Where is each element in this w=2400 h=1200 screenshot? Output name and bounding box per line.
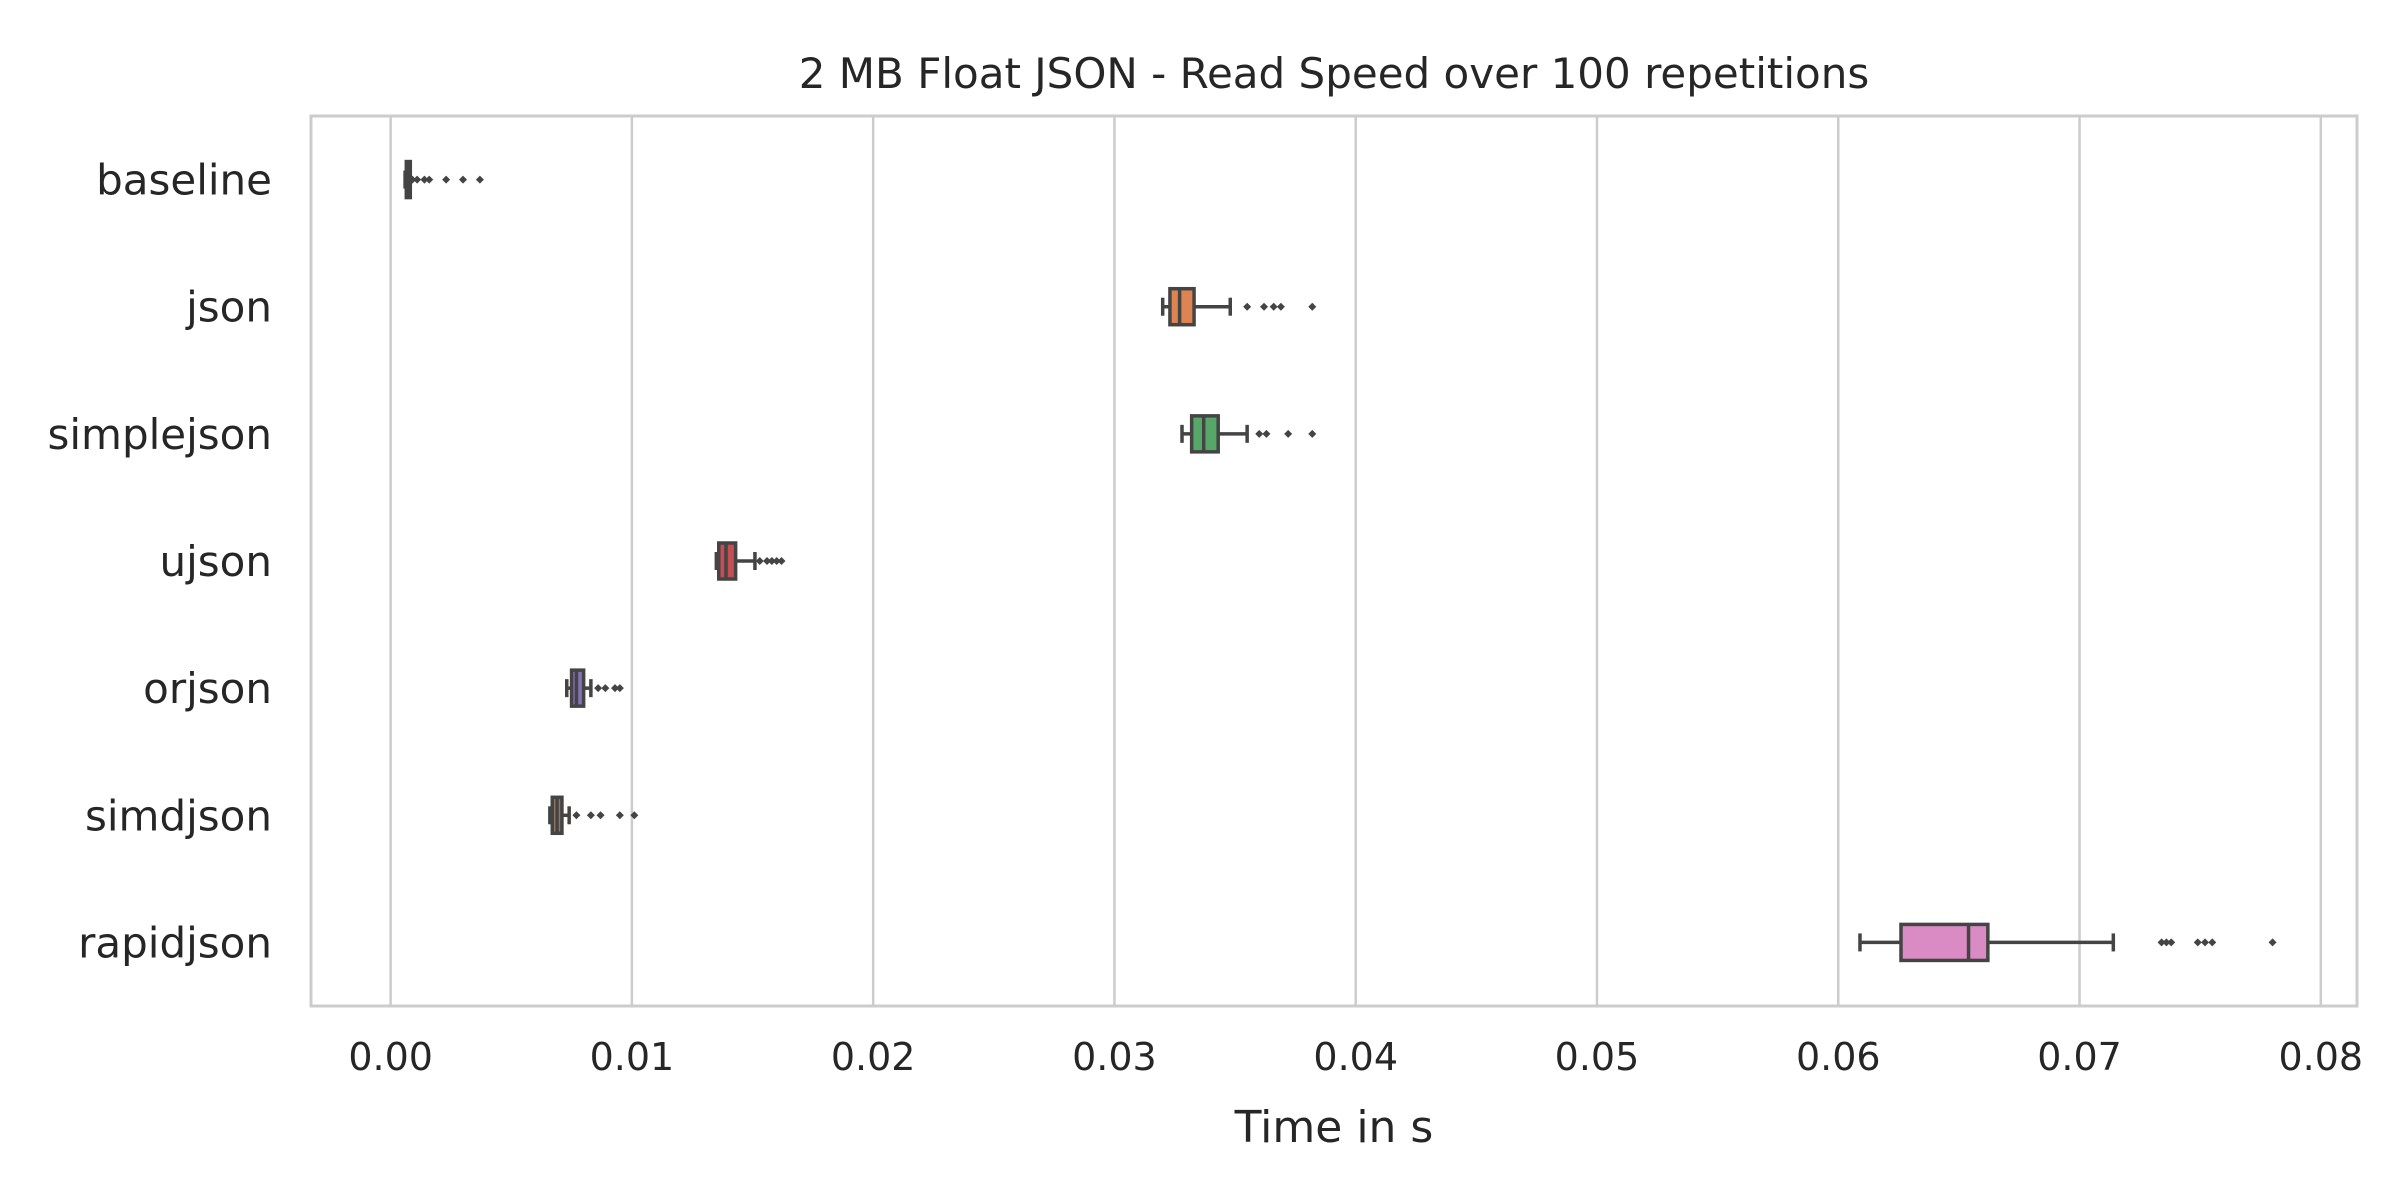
y-category-label: simplejson bbox=[48, 410, 273, 459]
outlier-point bbox=[2193, 938, 2202, 947]
outlier-point bbox=[594, 684, 603, 693]
outlier-point bbox=[1308, 302, 1317, 311]
outlier-point bbox=[1308, 429, 1317, 438]
outlier-point bbox=[475, 175, 484, 184]
outlier-point bbox=[586, 811, 595, 820]
outlier-point bbox=[425, 175, 434, 184]
outlier-point bbox=[615, 811, 624, 820]
y-category-label: ujson bbox=[160, 537, 273, 586]
outlier-point bbox=[2200, 938, 2209, 947]
outlier-point bbox=[615, 684, 624, 693]
outlier-point bbox=[420, 175, 429, 184]
x-tick-label: 0.07 bbox=[2037, 1035, 2122, 1079]
outlier-point bbox=[1260, 302, 1269, 311]
box-baseline bbox=[403, 159, 484, 200]
x-tick-label: 0.06 bbox=[1796, 1035, 1881, 1079]
y-category-label: orjson bbox=[143, 664, 272, 713]
outlier-point bbox=[596, 811, 605, 820]
iqr-box bbox=[1899, 922, 1990, 963]
outlier-point bbox=[777, 557, 786, 565]
x-tick-label: 0.04 bbox=[1313, 1035, 1398, 1079]
box-series bbox=[403, 159, 2277, 963]
plot-frame bbox=[309, 114, 2359, 1008]
box-simdjson bbox=[548, 795, 639, 836]
outlier-point bbox=[767, 557, 776, 565]
outlier-point bbox=[442, 175, 451, 184]
y-category-labels: baseline json simplejson ujson orjson simdjso… bbox=[48, 156, 273, 968]
outlier-point bbox=[601, 684, 610, 693]
outlier-point bbox=[1243, 302, 1252, 311]
outlier-point bbox=[611, 684, 620, 693]
grid-lines bbox=[389, 116, 2323, 1006]
outlier-point bbox=[2162, 938, 2171, 947]
box-json bbox=[1160, 286, 1317, 327]
box-rapidjson bbox=[1858, 922, 2277, 963]
outlier-point bbox=[2167, 938, 2176, 947]
outlier-point bbox=[1276, 302, 1285, 311]
outlier-point bbox=[2208, 938, 2217, 947]
outlier-point bbox=[763, 557, 772, 565]
x-tick-label: 0.00 bbox=[348, 1035, 433, 1079]
outlier-point bbox=[755, 557, 764, 565]
outlier-point bbox=[459, 175, 468, 184]
y-category-label: simdjson bbox=[85, 791, 272, 840]
box-simplejson bbox=[1180, 414, 1317, 454]
outlier-point bbox=[2157, 938, 2166, 947]
outlier-point bbox=[413, 175, 422, 184]
x-tick-label: 0.08 bbox=[2279, 1035, 2364, 1079]
outlier-point bbox=[1262, 429, 1271, 438]
outlier-point bbox=[2268, 938, 2277, 947]
outlier-point bbox=[1284, 429, 1293, 438]
outlier-point bbox=[772, 557, 781, 565]
outlier-point bbox=[1269, 302, 1278, 311]
x-tick-label: 0.05 bbox=[1555, 1035, 1640, 1079]
x-axis-title: Time in s bbox=[1234, 1102, 1434, 1153]
x-tick-labels: 0.00 0.01 0.02 0.03 0.04 0.05 0.06 0.07 0.08 bbox=[348, 1035, 2363, 1079]
outlier-point bbox=[408, 175, 417, 184]
y-category-label: rapidjson bbox=[78, 918, 272, 967]
outlier-point bbox=[572, 811, 581, 820]
chart-title: 2 MB Float JSON - Read Speed over 100 re… bbox=[799, 49, 1870, 98]
x-tick-label: 0.02 bbox=[831, 1035, 916, 1079]
box-ujson bbox=[714, 541, 786, 581]
y-category-label: baseline bbox=[96, 156, 272, 205]
outlier-point bbox=[1255, 429, 1264, 438]
y-category-label: json bbox=[185, 283, 272, 332]
x-tick-label: 0.03 bbox=[1072, 1035, 1157, 1079]
box-orjson bbox=[565, 668, 624, 708]
outlier-point bbox=[630, 811, 639, 820]
iqr-box bbox=[1168, 286, 1196, 327]
x-tick-label: 0.01 bbox=[590, 1035, 675, 1079]
